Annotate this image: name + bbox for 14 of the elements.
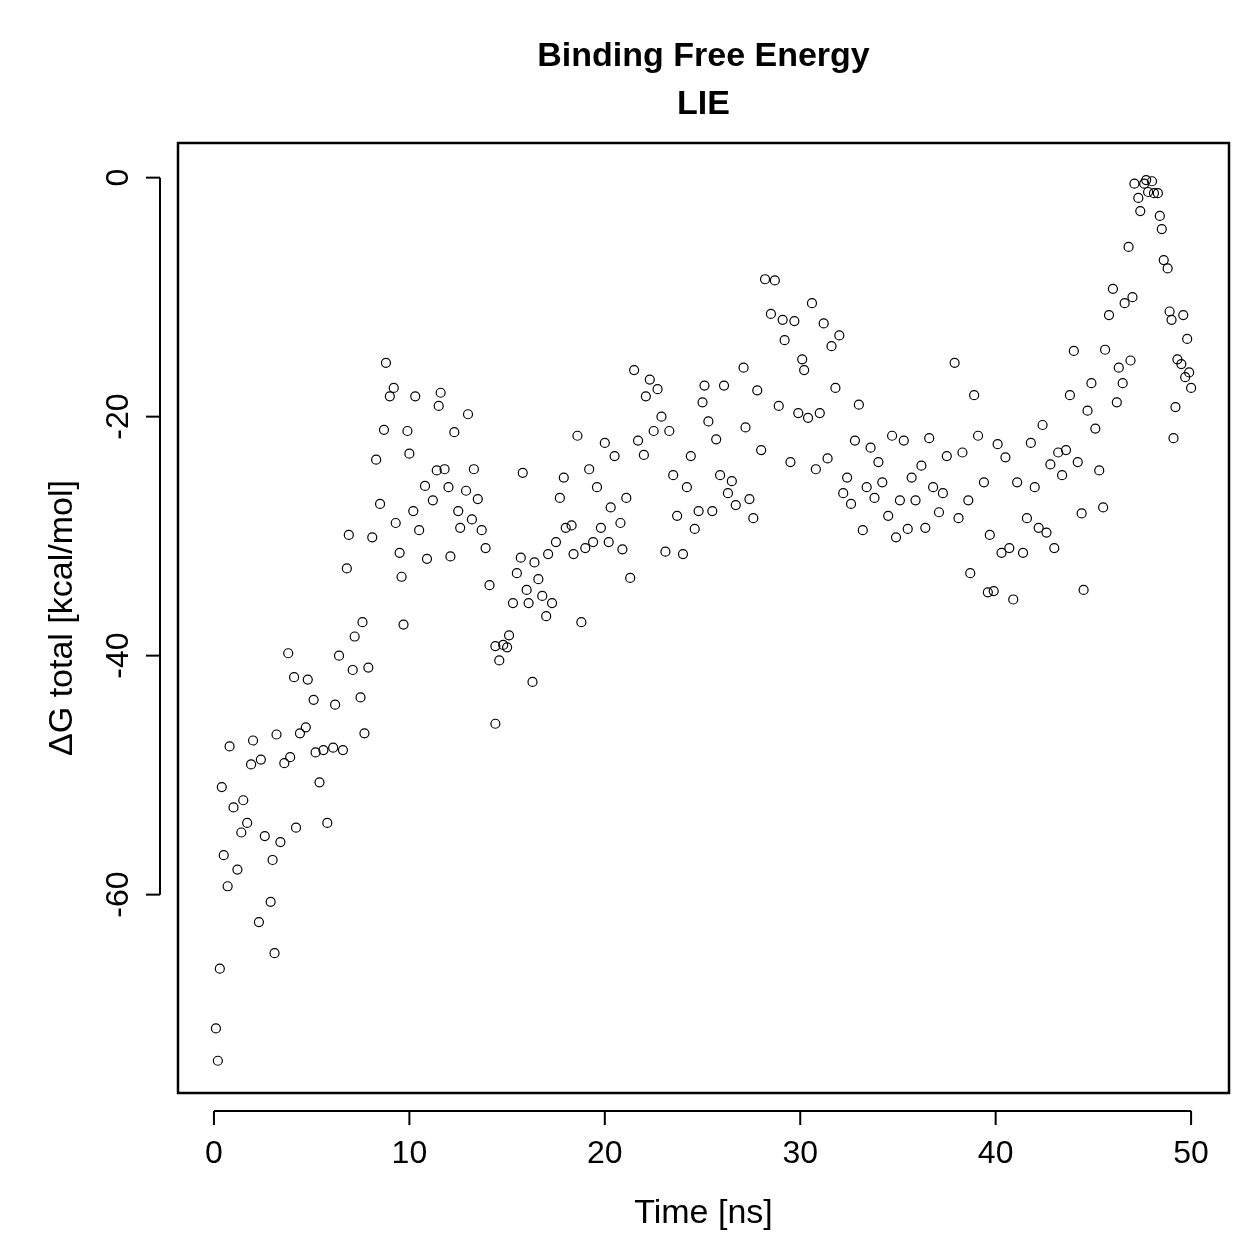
y-tick-label: -60 — [99, 871, 135, 918]
y-tick-label: 0 — [99, 168, 135, 187]
chart-subtitle: LIE — [677, 83, 730, 121]
x-axis-title: Time [ns] — [634, 1192, 773, 1230]
x-tick-label: 20 — [587, 1134, 623, 1170]
y-axis-title: ΔG total [kcal/mol] — [41, 480, 79, 756]
x-tick-label: 0 — [205, 1134, 223, 1170]
y-tick-label: -20 — [99, 393, 135, 440]
x-tick-label: 30 — [782, 1134, 819, 1170]
y-tick-label: -40 — [99, 632, 135, 679]
x-tick-label: 10 — [391, 1134, 428, 1170]
x-tick-label: 50 — [1173, 1134, 1209, 1170]
chart-title: Binding Free Energy — [537, 35, 870, 73]
x-tick-label: 40 — [977, 1134, 1014, 1170]
